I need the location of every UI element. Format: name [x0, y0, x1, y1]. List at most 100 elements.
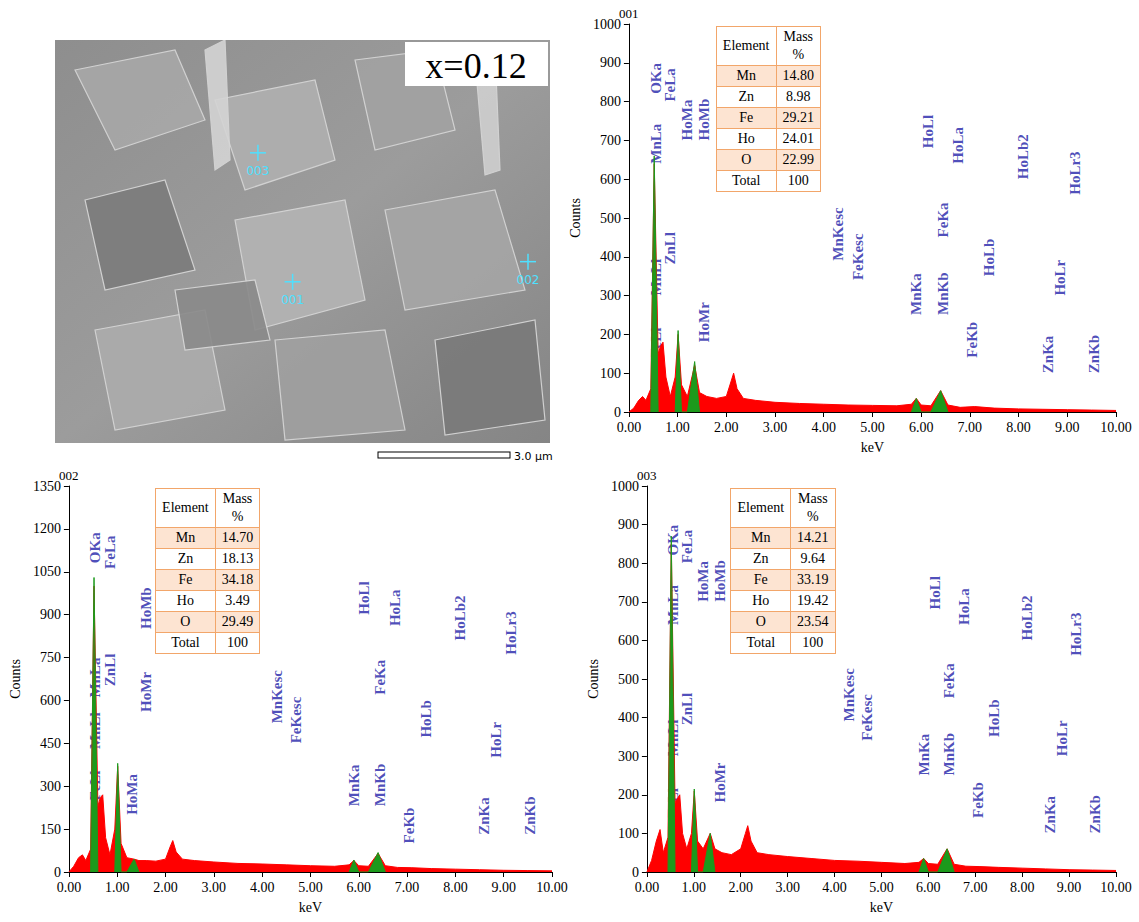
- svg-text:900: 900: [600, 55, 621, 70]
- svg-text:HoLb: HoLb: [986, 699, 1002, 737]
- svg-text:7.00: 7.00: [963, 880, 988, 895]
- svg-text:800: 800: [618, 556, 639, 571]
- svg-text:ZnKb: ZnKb: [522, 796, 538, 834]
- svg-text:MnKb: MnKb: [935, 272, 951, 315]
- svg-text:HoLr: HoLr: [488, 721, 504, 757]
- svg-text:1.00: 1.00: [665, 420, 690, 435]
- svg-text:FeLa: FeLa: [102, 535, 118, 569]
- svg-text:1350: 1350: [33, 479, 61, 494]
- svg-text:7.00: 7.00: [395, 880, 420, 895]
- svg-text:001: 001: [619, 6, 639, 21]
- svg-text:keV: keV: [299, 900, 322, 915]
- svg-text:500: 500: [600, 211, 621, 226]
- svg-text:ZnKa: ZnKa: [1040, 335, 1056, 373]
- svg-text:HoLa: HoLa: [956, 588, 972, 625]
- svg-text:HoLr: HoLr: [1054, 720, 1070, 756]
- svg-text:MnLa: MnLa: [648, 123, 664, 164]
- svg-text:8.00: 8.00: [443, 880, 468, 895]
- svg-text:0: 0: [54, 865, 61, 880]
- svg-text:HoLr: HoLr: [1052, 259, 1068, 295]
- svg-text:keV: keV: [870, 900, 893, 915]
- svg-text:1050: 1050: [33, 564, 61, 579]
- svg-text:0.00: 0.00: [617, 420, 642, 435]
- svg-text:keV: keV: [861, 440, 884, 455]
- svg-text:HoLb2: HoLb2: [1015, 134, 1031, 179]
- svg-text:MnKa: MnKa: [346, 764, 362, 806]
- svg-text:3.00: 3.00: [202, 880, 227, 895]
- svg-text:003: 003: [246, 164, 269, 178]
- svg-text:FeKa: FeKa: [372, 659, 388, 694]
- svg-text:4.00: 4.00: [822, 880, 847, 895]
- svg-text:HoLb: HoLb: [981, 239, 997, 277]
- svg-text:10.00: 10.00: [1100, 420, 1132, 435]
- svg-text:OKa: OKa: [648, 63, 664, 94]
- svg-text:5.00: 5.00: [869, 880, 894, 895]
- svg-text:1.00: 1.00: [682, 880, 707, 895]
- svg-text:150: 150: [40, 822, 61, 837]
- svg-text:MnKesc: MnKesc: [830, 207, 846, 261]
- svg-text:HoMa: HoMa: [124, 773, 140, 814]
- svg-text:9.00: 9.00: [1055, 420, 1080, 435]
- svg-text:Counts: Counts: [568, 198, 583, 238]
- svg-text:200: 200: [618, 787, 639, 802]
- svg-text:002: 002: [517, 273, 540, 287]
- svg-text:FeKa: FeKa: [935, 202, 951, 237]
- svg-text:MnKb: MnKb: [941, 733, 957, 776]
- svg-text:8.00: 8.00: [1010, 880, 1034, 895]
- svg-text:1000: 1000: [611, 479, 639, 494]
- svg-text:4.00: 4.00: [811, 420, 836, 435]
- svg-text:MnKa: MnKa: [908, 273, 924, 315]
- svg-text:300: 300: [600, 288, 621, 303]
- svg-text:FeKesc: FeKesc: [850, 233, 866, 280]
- svg-text:3.0 μm: 3.0 μm: [514, 450, 553, 463]
- svg-text:8.00: 8.00: [1006, 420, 1031, 435]
- svg-text:10.00: 10.00: [1100, 880, 1132, 895]
- svg-text:1.00: 1.00: [105, 880, 129, 895]
- svg-text:700: 700: [618, 594, 639, 609]
- svg-text:ZnLl: ZnLl: [679, 693, 695, 726]
- svg-text:ZnKa: ZnKa: [1042, 795, 1058, 833]
- svg-text:FeKb: FeKb: [970, 782, 986, 818]
- svg-text:HoMr: HoMr: [138, 672, 154, 712]
- svg-text:300: 300: [618, 749, 639, 764]
- svg-text:HoLl: HoLl: [356, 581, 372, 614]
- svg-text:7.00: 7.00: [958, 420, 983, 435]
- svg-text:Counts: Counts: [8, 659, 23, 699]
- svg-text:2.00: 2.00: [714, 420, 739, 435]
- svg-text:5.00: 5.00: [860, 420, 885, 435]
- svg-text:6.00: 6.00: [347, 880, 372, 895]
- svg-text:0: 0: [614, 405, 621, 420]
- svg-text:ZnKa: ZnKa: [476, 797, 492, 835]
- svg-text:MnKb: MnKb: [372, 764, 388, 807]
- svg-text:900: 900: [40, 607, 61, 622]
- svg-text:HoLl: HoLl: [920, 115, 936, 148]
- svg-text:400: 400: [600, 249, 621, 264]
- svg-text:FeKb: FeKb: [964, 322, 980, 358]
- svg-text:3.00: 3.00: [775, 880, 800, 895]
- svg-text:HoLr3: HoLr3: [1067, 151, 1083, 194]
- svg-text:HoMb: HoMb: [696, 99, 712, 141]
- svg-text:HoMr: HoMr: [696, 302, 712, 342]
- svg-text:FeLa: FeLa: [679, 529, 695, 563]
- svg-text:HoMb: HoMb: [712, 560, 728, 602]
- svg-text:200: 200: [600, 327, 621, 342]
- svg-text:6.00: 6.00: [909, 420, 934, 435]
- svg-text:500: 500: [618, 672, 639, 687]
- svg-text:FeKesc: FeKesc: [288, 696, 304, 743]
- svg-text:FeKesc: FeKesc: [859, 694, 875, 741]
- svg-text:HoMr: HoMr: [712, 762, 728, 802]
- svg-text:450: 450: [40, 736, 61, 751]
- svg-text:HoMa: HoMa: [679, 99, 695, 140]
- svg-text:0.00: 0.00: [635, 880, 660, 895]
- svg-text:HoMb: HoMb: [138, 587, 154, 629]
- svg-text:0: 0: [632, 865, 639, 880]
- svg-text:4.00: 4.00: [250, 880, 275, 895]
- svg-text:HoLa: HoLa: [950, 127, 966, 164]
- svg-text:ZnLl: ZnLl: [662, 232, 678, 265]
- svg-text:600: 600: [600, 172, 621, 187]
- svg-text:10.00: 10.00: [536, 880, 568, 895]
- svg-text:HoLb2: HoLb2: [452, 595, 468, 640]
- svg-text:ZnLl: ZnLl: [102, 654, 118, 687]
- svg-text:100: 100: [618, 826, 639, 841]
- svg-text:ZnKb: ZnKb: [1087, 795, 1103, 833]
